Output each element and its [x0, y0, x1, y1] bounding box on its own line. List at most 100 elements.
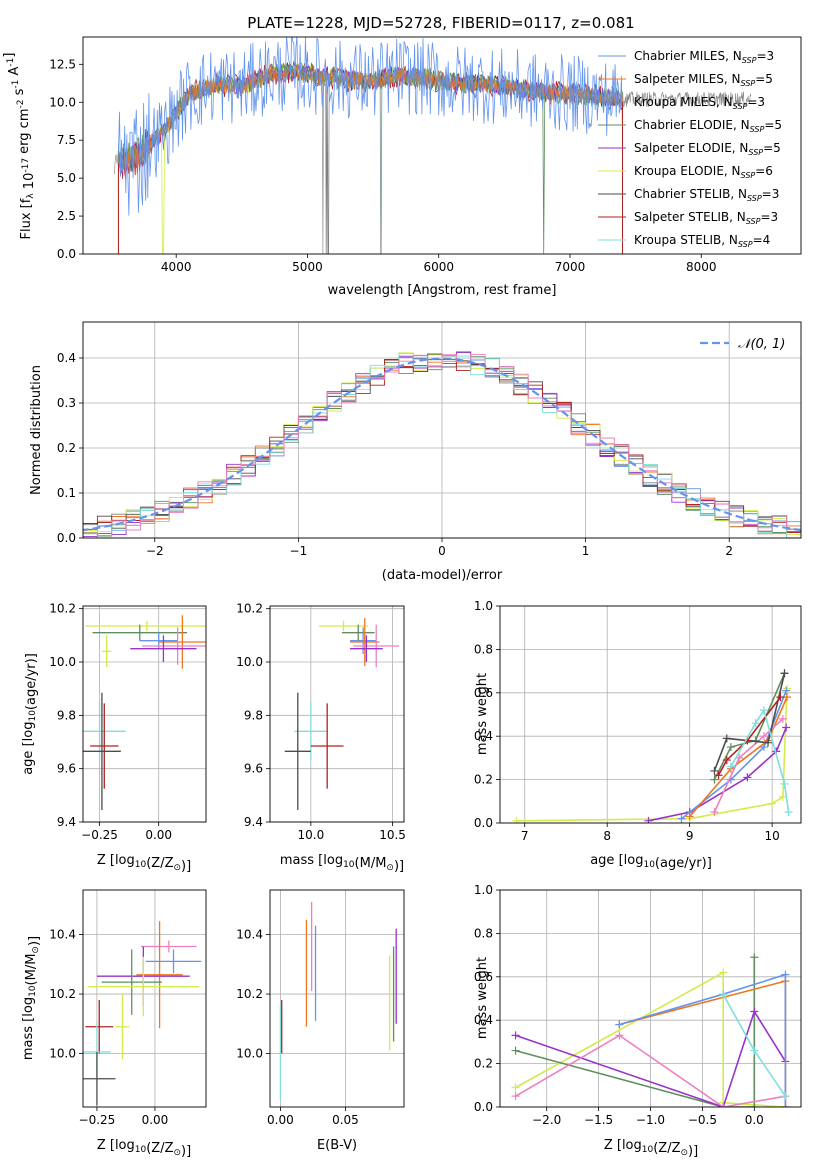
age-weight-frame	[499, 605, 802, 824]
weight-line-5	[619, 973, 787, 1107]
x-tick-label: −2.0	[532, 1113, 561, 1127]
y-tick-label: 10.0	[49, 95, 76, 109]
label-part: (M/M	[24, 954, 39, 986]
x-tick-label: 0.00	[145, 828, 172, 842]
legend-text: Salpeter MILES, N	[634, 72, 741, 86]
z-mass-frame	[82, 889, 207, 1108]
label-part: -1	[11, 80, 21, 89]
subscript: 10	[343, 860, 355, 870]
y-tick-label: 9.4	[244, 815, 263, 829]
y-tick-label: 1.0	[474, 599, 493, 613]
weight-marker	[781, 970, 790, 979]
weight-marker	[719, 990, 728, 999]
weight-marker	[710, 808, 719, 817]
errorbar-point	[136, 921, 183, 1029]
label-part: log	[21, 722, 36, 742]
legend-text: =5	[764, 118, 782, 132]
weight-marker	[644, 816, 653, 823]
errorbar-point	[142, 627, 206, 665]
label-part: -2	[16, 100, 26, 109]
figure-title: PLATE=1228, MJD=52728, FIBERID=0117, z=0…	[247, 14, 634, 32]
weight-marker	[512, 816, 521, 823]
histogram-step-0	[83, 353, 801, 538]
label-part: mass weight	[475, 673, 490, 755]
weight-marker	[780, 669, 789, 678]
ebv-mass-xlabel: E(B-V)	[317, 1138, 357, 1153]
y-tick-label: 0.1	[57, 486, 76, 500]
errorbar-point	[83, 1052, 116, 1106]
mass-age-frame	[269, 605, 405, 823]
z-weight-series	[511, 953, 790, 1107]
age-weight-ylabel: mass weight	[475, 673, 490, 755]
weight-marker	[776, 693, 785, 702]
subscript: λ	[26, 193, 36, 199]
label-part: )]	[181, 859, 191, 874]
errorbar-point	[341, 624, 375, 641]
x-tick-label: 6000	[423, 260, 454, 274]
y-tick-label: 0.2	[474, 1057, 493, 1071]
label-part: A	[7, 66, 22, 79]
label-part: Z [	[97, 1138, 115, 1153]
x-tick-label: −1.5	[584, 1113, 613, 1127]
errorbar-point	[350, 635, 383, 662]
z-mass-axes: −0.25 0.00 10.0 10.2 10.4	[49, 890, 206, 1127]
errorbar-point	[319, 620, 369, 632]
legend-text: Salpeter STELIB, N	[634, 210, 746, 224]
y-tick-label: 0.6	[474, 686, 493, 700]
errorbar-point	[350, 618, 380, 666]
legend-text: Salpeter ELODIE, N	[634, 141, 748, 155]
residuals-ylabel: Normed distribution	[29, 365, 44, 495]
label-part: log	[115, 1138, 135, 1153]
legend-text: =5	[755, 72, 773, 86]
weight-line-3	[515, 1034, 786, 1107]
y-tick-label: 0.4	[57, 351, 76, 365]
y-tick-label: 10.2	[49, 602, 76, 616]
z-weight-axes: −2.0 −1.5 −1.0 −0.5 0.0 0.0 0.2 0.4 0.6 0.8 1.0	[474, 883, 801, 1127]
legend-subscript: SSP	[748, 148, 763, 157]
x-tick-label: 0	[438, 544, 446, 558]
legend-subscript: SSP	[741, 79, 756, 88]
y-tick-label: 0.2	[57, 441, 76, 455]
y-tick-label: 0.0	[474, 1100, 493, 1114]
errorbar-point	[85, 620, 206, 632]
label-part: ⊙	[386, 863, 394, 873]
x-tick-label: 9	[686, 829, 694, 843]
legend-label: Salpeter MILES, NSSP=5	[634, 72, 773, 88]
x-tick-label: −2	[146, 544, 164, 558]
ebv-mass-axes: 0.00 0.05 10.0 10.2 10.4	[236, 890, 404, 1127]
residuals-axes: −2 −1 0 1 2 0.0 0.1 0.2 0.3 0.4	[57, 322, 801, 558]
mass-age-points	[284, 618, 400, 810]
subscript: 10	[135, 860, 147, 870]
y-tick-label: 10.2	[236, 987, 263, 1001]
x-tick-label: 0.05	[332, 1113, 359, 1127]
errorbar-point	[145, 949, 202, 974]
weight-marker	[781, 1103, 790, 1107]
histogram-step-6	[83, 353, 801, 538]
legend-text: =3	[747, 95, 765, 109]
label-part: ⊙	[680, 1148, 688, 1158]
y-tick-label: 1.0	[474, 883, 493, 897]
weight-marker	[719, 1103, 728, 1107]
label-part: erg cm	[17, 108, 32, 157]
ebv-mass-points	[279, 901, 397, 1100]
weight-marker	[778, 792, 787, 801]
x-tick-label: 10.5	[379, 828, 406, 842]
residuals-xlabel: (data-model)/error	[382, 568, 503, 583]
histogram-step-8	[83, 353, 801, 538]
subscript: 10	[28, 985, 38, 997]
x-tick-label: 7	[521, 829, 529, 843]
label-part: (age/yr)]	[24, 653, 39, 710]
label-part: )]	[394, 859, 404, 874]
errorbar-point	[158, 615, 206, 669]
label-part: ]	[2, 53, 17, 58]
z-weight-xlabel: Z [log10(Z/Z⊙)]	[604, 1138, 698, 1159]
weight-marker	[710, 775, 719, 784]
weight-marker	[759, 732, 768, 741]
label-part: (Z/Z	[653, 1141, 680, 1156]
legend-label: Kroupa STELIB, NSSP=4	[634, 233, 770, 249]
mass-age-xlabel: mass [log10(M/M⊙)]	[280, 853, 404, 874]
y-tick-label: 10.2	[49, 987, 76, 1001]
legend-text: Chabrier MILES, N	[634, 49, 742, 63]
mass-age-axes: 10.0 10.5 9.4 9.6 9.8 10.0 10.2	[236, 602, 406, 842]
